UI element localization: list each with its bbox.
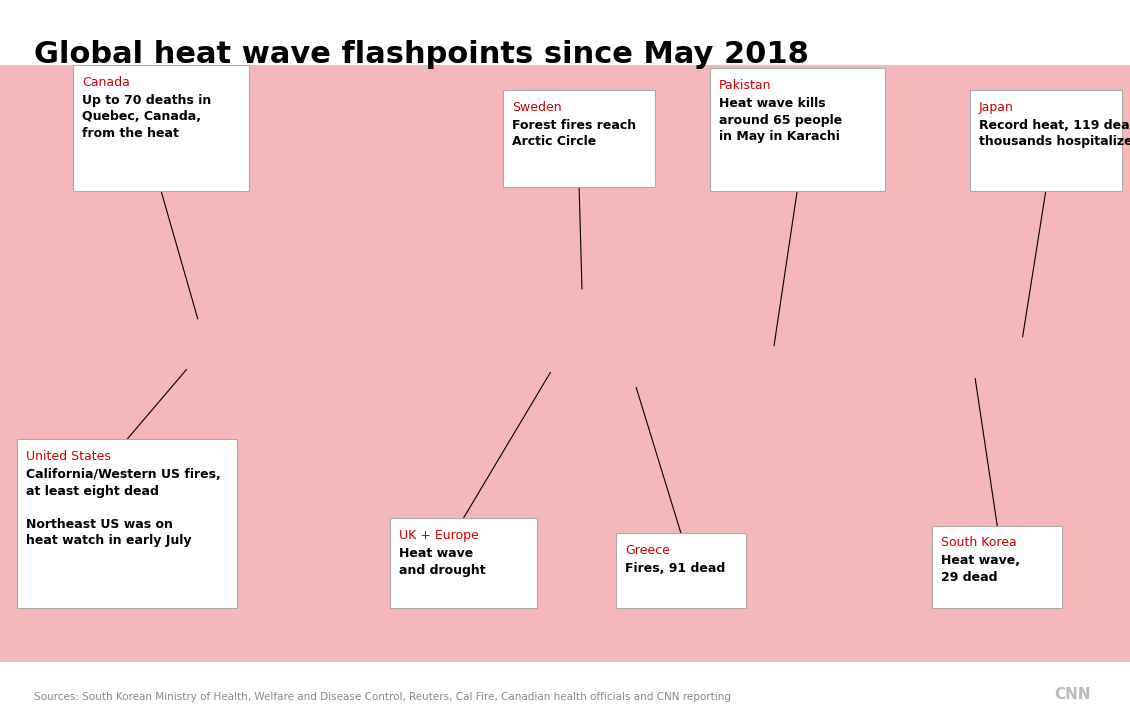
Text: California/Western US fires,
at least eight dead

Northeast US was on
heat watch: California/Western US fires, at least ei… xyxy=(26,468,220,547)
Text: CNN: CNN xyxy=(1054,687,1090,702)
Text: UK + Europe: UK + Europe xyxy=(399,529,479,542)
Text: Heat wave,
29 dead: Heat wave, 29 dead xyxy=(941,554,1020,584)
Text: Forest fires reach
Arctic Circle: Forest fires reach Arctic Circle xyxy=(512,119,636,148)
Text: Sources: South Korean Ministry of Health, Welfare and Disease Control, Reuters, : Sources: South Korean Ministry of Health… xyxy=(34,692,731,702)
Text: Canada: Canada xyxy=(82,76,130,89)
Text: Sweden: Sweden xyxy=(512,101,562,114)
Text: Up to 70 deaths in
Quebec, Canada,
from the heat: Up to 70 deaths in Quebec, Canada, from … xyxy=(82,94,211,140)
Text: Record heat, 119 dead,
thousands hospitalized: Record heat, 119 dead, thousands hospita… xyxy=(979,119,1130,148)
Text: Japan: Japan xyxy=(979,101,1014,114)
Text: Heat wave kills
around 65 people
in May in Karachi: Heat wave kills around 65 people in May … xyxy=(719,97,842,143)
Text: South Korea: South Korea xyxy=(941,536,1017,549)
Text: Greece: Greece xyxy=(625,544,670,557)
Text: Pakistan: Pakistan xyxy=(719,79,771,92)
Text: United States: United States xyxy=(26,450,111,463)
Text: Fires, 91 dead: Fires, 91 dead xyxy=(625,562,725,575)
Text: Global heat wave flashpoints since May 2018: Global heat wave flashpoints since May 2… xyxy=(34,40,809,68)
Text: Heat wave
and drought: Heat wave and drought xyxy=(399,547,486,577)
